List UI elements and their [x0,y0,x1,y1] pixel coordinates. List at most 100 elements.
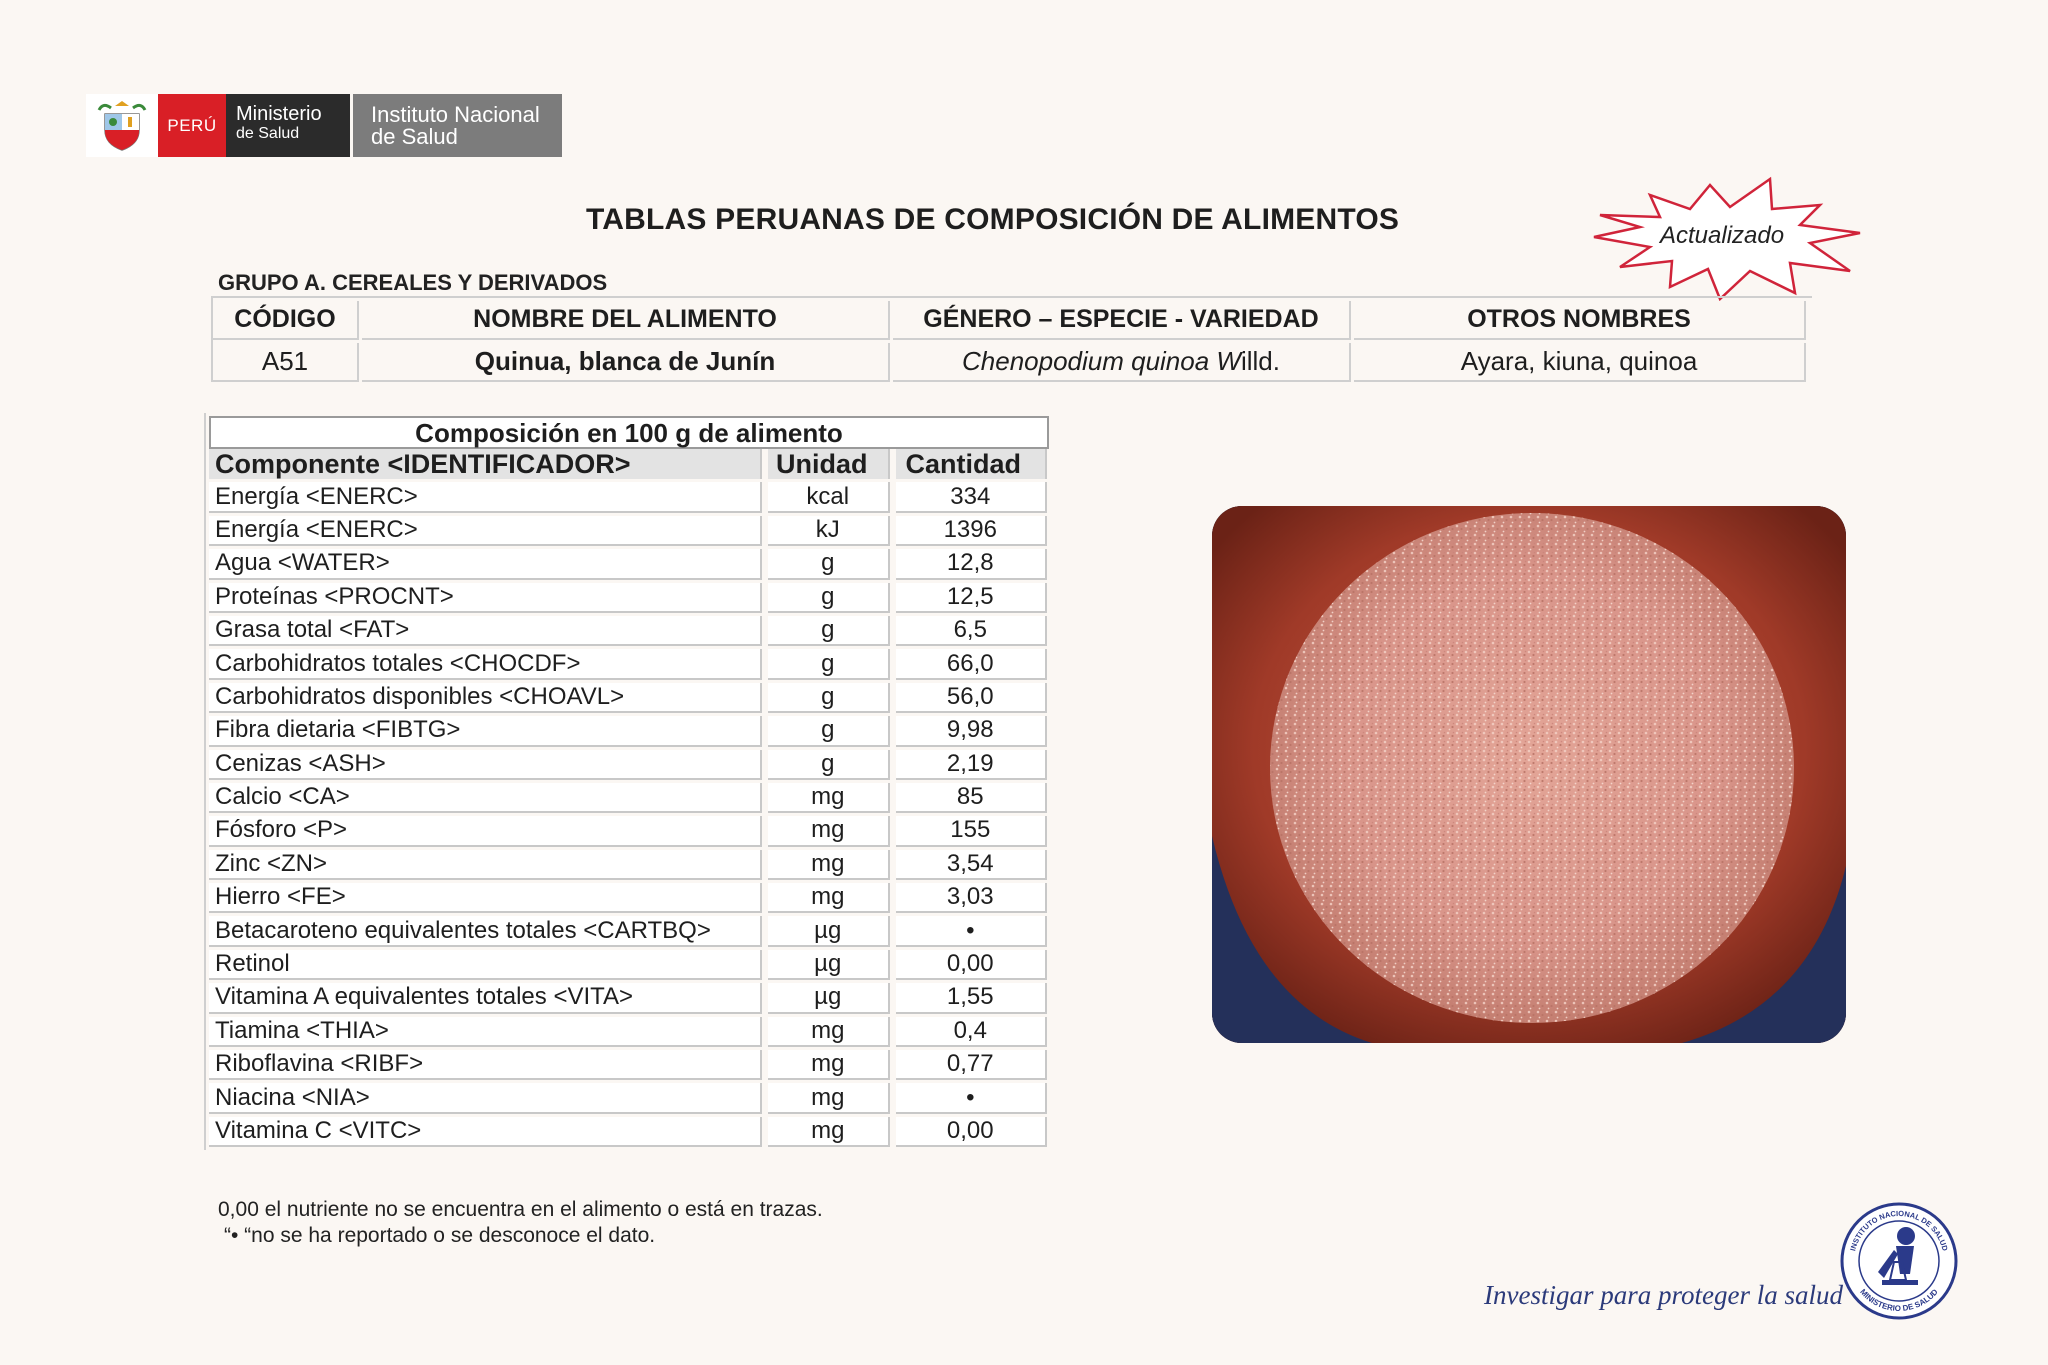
component-unit: mg [767,1016,890,1048]
component-quantity: 3,03 [895,883,1047,914]
component-name: Hierro <FE> [209,883,762,914]
component-quantity: 0,00 [895,1116,1047,1148]
composition-row: Vitamina A equivalentes totales <VITA> µg… [206,983,1050,1016]
composition-row: Vitamina C <VITC> mg 0,00 [206,1116,1050,1150]
ministry-line1: Ministerio [236,103,322,125]
component-name: Vitamina C <VITC> [209,1116,762,1148]
component-name: Betacaroteno equivalentes totales <CARTB… [209,916,762,947]
header-genus: GÉNERO – ESPECIE - VARIEDAD [893,301,1351,340]
composition-row: Fibra dietaria <FIBTG> g 9,98 [206,716,1050,749]
component-quantity: 9,98 [895,716,1047,747]
component-name: Agua <WATER> [209,549,762,580]
food-name: Quinua, blanca de Junín [362,343,890,382]
composition-row: Niacina <NIA> mg • [206,1083,1050,1116]
component-quantity: 1,55 [895,983,1047,1014]
component-quantity: 155 [895,816,1047,847]
component-name: Zinc <ZN> [209,849,762,881]
component-name: Vitamina A equivalentes totales <VITA> [209,983,762,1014]
component-unit: mg [767,883,890,914]
component-unit: µg [767,983,890,1014]
food-other-names: Ayara, kiuna, quinoa [1354,343,1806,382]
food-id-value-row: A51 Quinua, blanca de Junín Chenopodium … [213,340,1812,382]
component-quantity: 2,19 [895,749,1047,780]
scientific-name-author: illd. [1240,346,1280,376]
component-quantity: 66,0 [895,649,1047,680]
composition-row: Tiamina <THIA> mg 0,4 [206,1016,1050,1050]
component-unit: mg [767,1116,890,1148]
composition-row: Carbohidratos disponibles <CHOAVL> g 56,0 [206,682,1050,716]
composition-header-row: Componente <IDENTIFICADOR> Unidad Cantid… [206,449,1050,482]
composition-caption: Composición en 100 g de alimento [209,416,1049,449]
composition-row: Betacaroteno equivalentes totales <CARTB… [206,916,1050,949]
food-id-table: CÓDIGO NOMBRE DEL ALIMENTO GÉNERO – ESPE… [211,296,1812,382]
component-name: Riboflavina <RIBF> [209,1050,762,1081]
component-name: Tiamina <THIA> [209,1016,762,1048]
component-quantity: 56,0 [895,682,1047,714]
ministry-logo: Ministerio de Salud [226,94,350,157]
component-unit: g [767,749,890,780]
composition-row: Energía <ENERC> kcal 334 [206,482,1050,515]
composition-rows: Energía <ENERC> kcal 334 Energía <ENERC> kJ 1… [206,482,1050,1150]
peru-logo: PERÚ [158,94,226,157]
composition-row: Grasa total <FAT> g 6,5 [206,615,1050,649]
institute-line1: Instituto Nacional [371,102,540,127]
component-name: Carbohidratos disponibles <CHOAVL> [209,682,762,714]
component-unit: kcal [767,482,890,513]
institute-line2: de Salud [371,124,458,149]
component-name: Niacina <NIA> [209,1083,762,1114]
quinoa-bowl-photo [1212,506,1846,1043]
component-name: Grasa total <FAT> [209,615,762,647]
component-unit: g [767,615,890,647]
component-quantity: 0,4 [895,1016,1047,1048]
composition-row: Agua <WATER> g 12,8 [206,549,1050,582]
component-unit: mg [767,816,890,847]
component-quantity: 1396 [895,515,1047,547]
component-name: Proteínas <PROCNT> [209,582,762,613]
composition-row: Zinc <ZN> mg 3,54 [206,849,1050,883]
peru-coat-of-arms-icon [86,94,158,157]
component-unit: kJ [767,515,890,547]
component-quantity: 12,5 [895,582,1047,613]
composition-row: Cenizas <ASH> g 2,19 [206,749,1050,783]
component-quantity: • [895,916,1047,947]
ministry-line2: de Salud [236,125,300,142]
composition-row: Riboflavina <RIBF> mg 0,77 [206,1050,1050,1083]
component-name: Energía <ENERC> [209,482,762,513]
updated-starburst-icon [1593,176,1861,301]
header-unit: Unidad [767,449,890,480]
slogan: Investigar para proteger la salud [1484,1280,1843,1310]
composition-row: Retinol µg 0,00 [206,949,1050,983]
component-quantity: 3,54 [895,849,1047,881]
component-name: Energía <ENERC> [209,515,762,547]
composition-table: Composición en 100 g de alimento Compone… [204,413,1050,1151]
component-quantity: 0,00 [895,949,1047,981]
header-food-name: NOMBRE DEL ALIMENTO [362,301,890,340]
institute-logo: Instituto Nacional de Salud [350,94,562,157]
footnote-zero: 0,00 el nutriente no se encuentra en el … [218,1198,823,1221]
component-name: Calcio <CA> [209,782,762,814]
component-unit: mg [767,849,890,881]
ins-seal-icon: INSTITUTO NACIONAL DE SALUD MINISTERIO D… [1840,1202,1958,1320]
component-unit: g [767,716,890,747]
composition-row: Energía <ENERC> kJ 1396 [206,515,1050,549]
food-code: A51 [213,343,359,382]
component-name: Cenizas <ASH> [209,749,762,780]
page-title: TABLAS PERUANAS DE COMPOSICIÓN DE ALIMEN… [586,203,1400,236]
header-logo-bar: PERÚ Ministerio de Salud Instituto Nacio… [86,94,562,157]
composition-row: Calcio <CA> mg 85 [206,782,1050,816]
component-unit: µg [767,916,890,947]
component-quantity: 85 [895,782,1047,814]
component-unit: µg [767,949,890,981]
component-unit: mg [767,782,890,814]
header-other-names: OTROS NOMBRES [1354,301,1806,340]
component-unit: mg [767,1083,890,1114]
scientific-name-italic: Chenopodium quinoa W [962,346,1241,376]
composition-row: Hierro <FE> mg 3,03 [206,883,1050,916]
component-name: Carbohidratos totales <CHOCDF> [209,649,762,680]
component-quantity: 6,5 [895,615,1047,647]
composition-row: Carbohidratos totales <CHOCDF> g 66,0 [206,649,1050,682]
composition-row: Fósforo <P> mg 155 [206,816,1050,849]
component-unit: g [767,682,890,714]
component-unit: mg [767,1050,890,1081]
